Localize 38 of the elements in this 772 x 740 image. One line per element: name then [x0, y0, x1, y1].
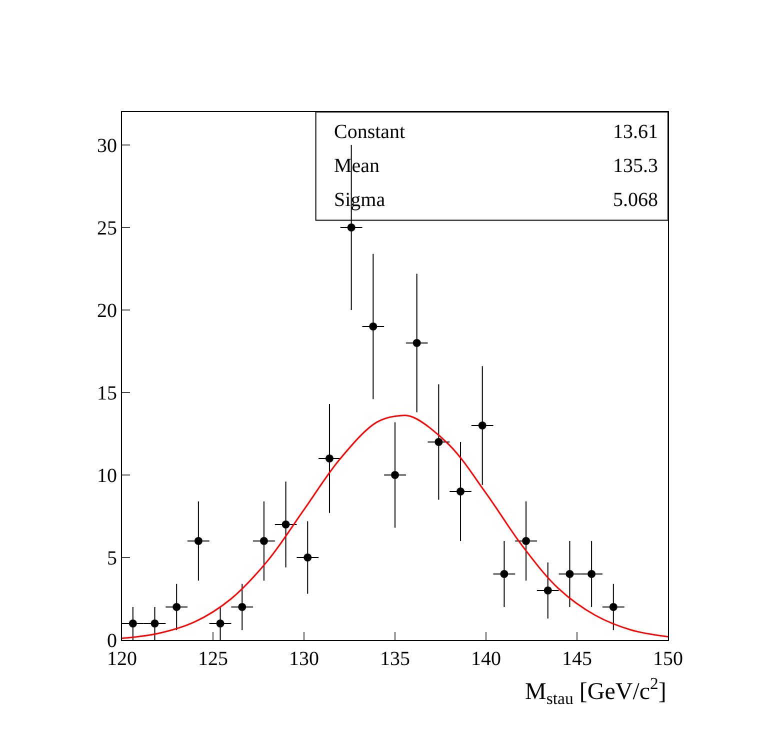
x-tick-label: 125: [198, 648, 228, 670]
point: [566, 570, 574, 578]
point: [347, 224, 356, 232]
point: [216, 620, 224, 628]
text: Constant 13.61: [334, 121, 658, 143]
point: [522, 537, 530, 545]
point: [260, 537, 268, 545]
y-tick-label: 30: [97, 135, 117, 157]
point: [478, 422, 486, 430]
point: [588, 570, 596, 578]
point: [282, 520, 290, 528]
point: [434, 438, 443, 446]
y-tick-label: 10: [97, 465, 117, 487]
x-tick-label: 150: [653, 648, 683, 670]
y-tick-label: 5: [107, 548, 117, 570]
x-tick-label: 145: [562, 648, 592, 670]
point: [369, 322, 378, 330]
y-tick-label: 25: [97, 218, 117, 240]
point: [128, 620, 137, 628]
y-tick-label: 20: [97, 300, 117, 322]
x-axis-title: M$_{stau}$ [GeV/c$^{2}$]: [525, 674, 666, 708]
point: [500, 570, 508, 578]
point: [544, 586, 552, 594]
point: [194, 537, 202, 545]
point: [456, 488, 465, 496]
y-tick-label: 15: [97, 382, 117, 404]
point: [304, 554, 312, 562]
point: [412, 339, 421, 347]
point: [172, 603, 181, 611]
point: [150, 620, 159, 628]
x-tick-label: 135: [380, 648, 410, 670]
point: [325, 454, 334, 462]
x-tick-label: 130: [289, 648, 319, 670]
point: [391, 471, 399, 479]
x-tick-label: 140: [471, 648, 501, 670]
point: [238, 603, 246, 611]
point: [609, 603, 618, 611]
line-series: [122, 414, 668, 640]
